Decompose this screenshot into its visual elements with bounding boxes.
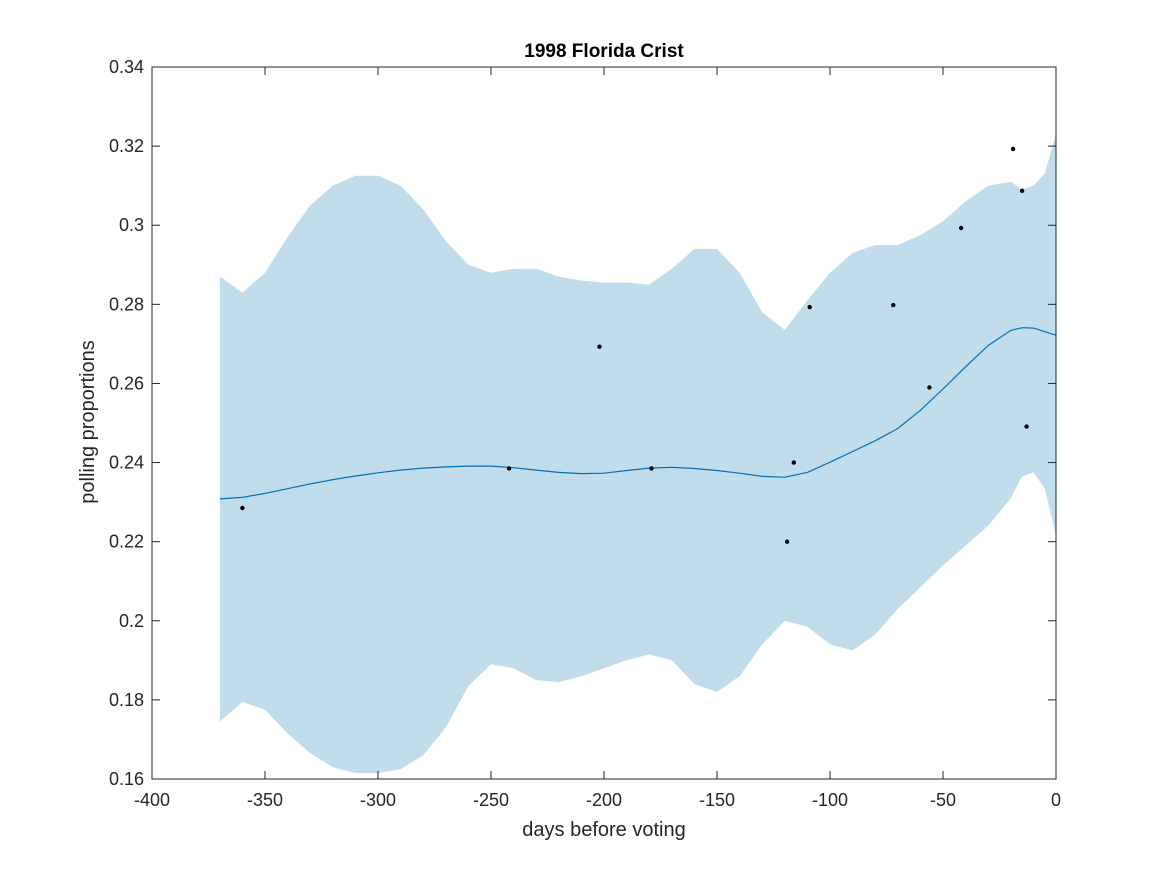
x-tick-label: -100: [812, 790, 848, 810]
axes: -400 -350 -300 -250 -200 -150 -100 -50 0 0.16 0.18…: [109, 57, 1061, 810]
y-axis-label: polling proportions: [77, 340, 99, 503]
y-tick-label: 0.34: [109, 57, 144, 77]
poll-point: [597, 344, 602, 349]
y-tick-label: 0.32: [109, 136, 144, 156]
x-tick-label: -200: [586, 790, 622, 810]
x-tick-label: -350: [247, 790, 283, 810]
poll-point: [807, 304, 812, 310]
x-tick-label: -250: [473, 790, 509, 810]
x-axis-label: days before voting: [522, 819, 685, 841]
poll-point: [958, 225, 964, 231]
chart-title: 1998 Florida Crist: [524, 41, 684, 62]
y-tick-label: 0.28: [109, 294, 144, 314]
x-tick-label: -50: [930, 790, 956, 810]
poll-point: [1019, 188, 1025, 193]
poll-point: [506, 466, 512, 471]
plot-area: [219, 134, 1057, 774]
poll-point: [649, 466, 654, 471]
confidence-band: [219, 134, 1057, 774]
poll-point: [240, 505, 245, 511]
y-tick-label: 0.26: [109, 373, 144, 393]
poll-point: [791, 460, 796, 465]
x-tick-label: 0: [1051, 790, 1061, 810]
fitted-line: [219, 327, 1057, 500]
y-tick-label: 0.22: [109, 532, 144, 552]
poll-point: [1024, 424, 1029, 429]
y-tick-label: 0.2: [119, 611, 144, 631]
poll-point: [891, 302, 896, 308]
y-tick-label: 0.3: [119, 215, 144, 235]
poll-point: [1010, 146, 1016, 152]
poll-point: [927, 385, 932, 390]
x-tick-label: -150: [699, 790, 735, 810]
x-tick-label: -300: [360, 790, 396, 810]
y-tick-label: 0.24: [109, 453, 144, 473]
y-tick-label: 0.18: [109, 690, 144, 710]
x-tick-label: -400: [134, 790, 170, 810]
poll-point: [784, 539, 790, 544]
y-tick-label: 0.16: [109, 769, 144, 789]
